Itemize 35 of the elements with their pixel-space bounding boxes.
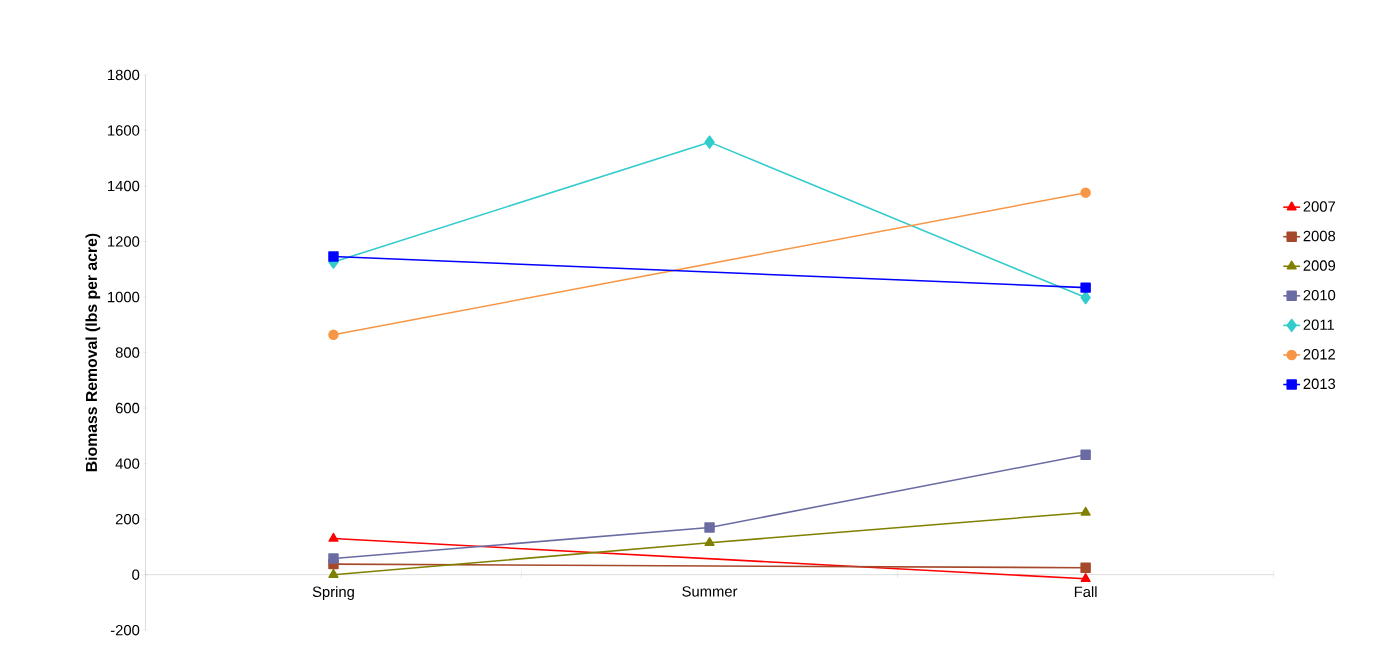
point <box>328 251 339 262</box>
x-tick-label: Fall <box>1074 586 1097 598</box>
legend-label: 2009 <box>1303 260 1336 271</box>
point <box>704 135 715 149</box>
point <box>1080 449 1091 461</box>
x-tick-label: Spring <box>312 586 354 600</box>
legend-label: 2011 <box>1303 319 1334 330</box>
y-tick-label: 1400 <box>108 180 140 192</box>
legend-label: 2008 <box>1303 230 1336 242</box>
y-tick-label: 0 <box>132 569 140 580</box>
point <box>328 553 339 564</box>
y-tick-label: 800 <box>115 347 140 358</box>
point <box>1080 506 1091 516</box>
point <box>1080 282 1091 293</box>
y-tick-label: 1000 <box>108 291 140 303</box>
legend-label: 2010 <box>1303 289 1336 301</box>
y-tick-label: 1800 <box>108 69 140 81</box>
legend-label: 2012 <box>1303 349 1336 360</box>
point <box>328 568 339 578</box>
legend-label: 2013 <box>1303 378 1336 390</box>
y-tick-label: 1600 <box>108 125 140 136</box>
y-tick-label: 1200 <box>108 236 140 247</box>
y-tick-label: 400 <box>115 458 140 469</box>
point <box>704 522 715 533</box>
point <box>1080 290 1091 305</box>
x-tick-label: Summer <box>682 586 738 597</box>
y-tick-label: 200 <box>115 513 140 525</box>
point <box>1080 187 1091 198</box>
point <box>1080 562 1091 573</box>
legend-label: 2007 <box>1303 201 1336 212</box>
point <box>704 537 715 547</box>
y-axis-title: Biomass Removal (lbs per acre) <box>85 233 101 472</box>
y-tick-label: 600 <box>115 402 140 414</box>
point <box>328 329 339 341</box>
y-tick-label: -200 <box>110 625 140 636</box>
